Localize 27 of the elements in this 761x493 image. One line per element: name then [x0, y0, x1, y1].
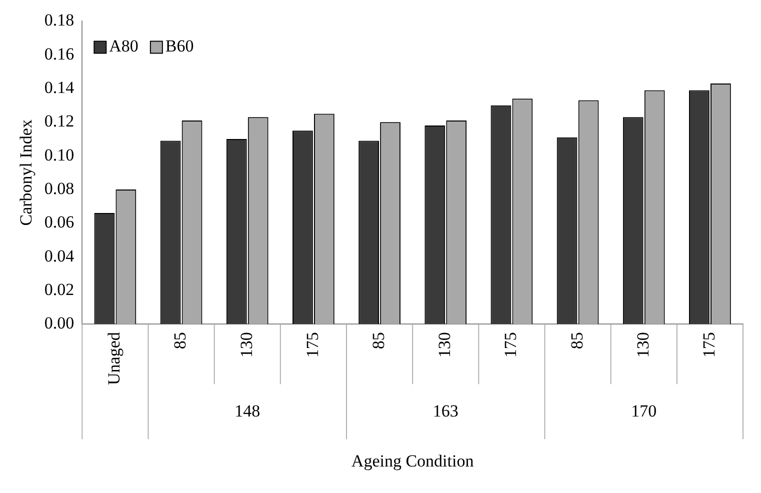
x-tick-label: 175	[302, 332, 322, 358]
x-tick-label: 130	[633, 332, 652, 358]
x-tick-label: 130	[435, 332, 454, 358]
y-tick-label: 0.06	[44, 212, 74, 232]
y-tick-label: 0.04	[44, 246, 75, 266]
y-tick-label: 0.16	[44, 44, 74, 64]
y-tick-label: 0.08	[44, 178, 74, 198]
x-tick-label: 175	[699, 332, 718, 358]
y-tick-label: 0.12	[44, 112, 74, 131]
y-tick-label: 0.02	[44, 280, 74, 299]
legend-label: B60	[165, 36, 194, 56]
y-tick-label: 0.10	[44, 145, 74, 164]
text: 163	[432, 402, 458, 421]
x-axis-title: Ageing Condition	[351, 452, 474, 471]
y-axis-title: Carbonyl Index	[16, 119, 36, 226]
text: 170	[631, 402, 657, 421]
text: 148	[234, 402, 260, 421]
y-tick-label: 0.00	[44, 314, 74, 333]
x-tick-label: 85	[567, 332, 586, 350]
x-tick-label: Unaged	[104, 332, 124, 386]
x-tick-label: 85	[369, 332, 388, 350]
y-tick-label: 0.18	[44, 10, 74, 30]
x-tick-label: 130	[236, 332, 256, 358]
x-tick-label: 175	[501, 332, 520, 358]
y-tick-label: 0.14	[44, 78, 75, 97]
x-tick-label: 85	[170, 332, 190, 350]
legend-label: A80	[109, 36, 138, 56]
